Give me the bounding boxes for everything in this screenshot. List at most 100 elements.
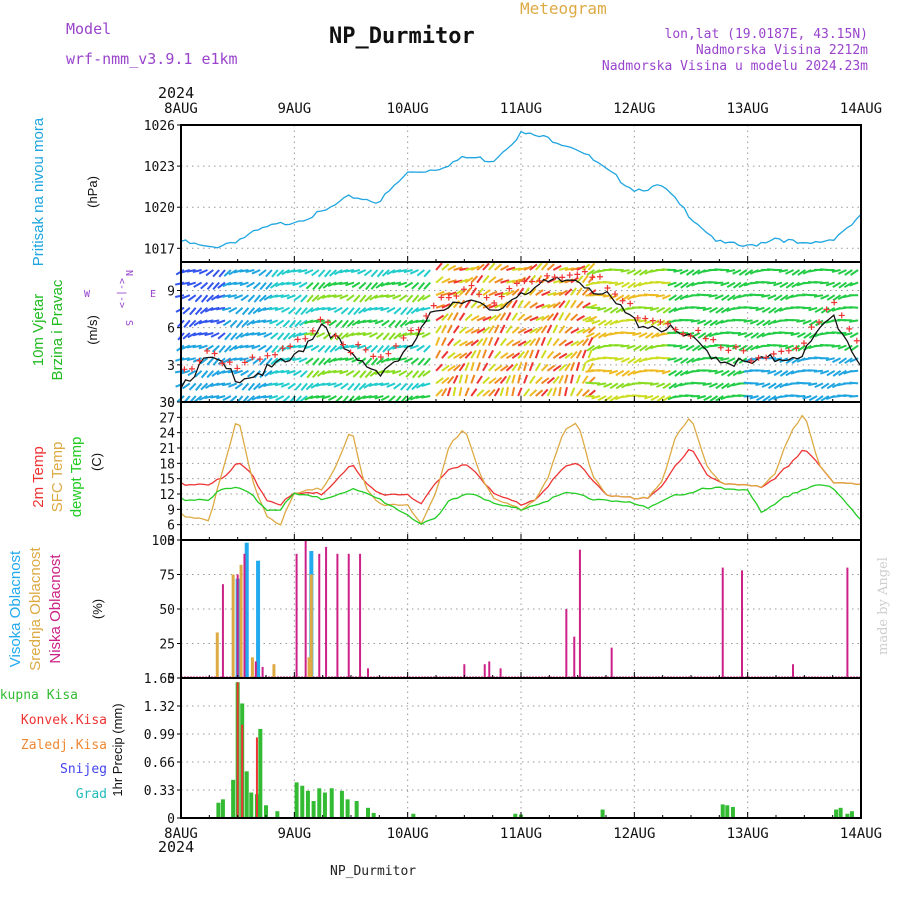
wind-barb bbox=[222, 319, 232, 327]
wind-barb bbox=[576, 339, 585, 347]
wind-barb bbox=[523, 328, 533, 334]
wind-barb bbox=[235, 332, 244, 340]
wind-barb bbox=[381, 269, 390, 277]
wind-barb bbox=[421, 382, 431, 387]
product-title: Meteogram bbox=[520, 0, 607, 18]
wind-gust-marker bbox=[808, 324, 815, 331]
precip-legend-frozen: Zaledj.Kisa bbox=[21, 738, 107, 753]
wind-barb bbox=[552, 352, 562, 360]
wind-barb bbox=[216, 395, 226, 400]
precip-total-bar bbox=[366, 807, 370, 818]
precip-legend-hail: Grad bbox=[76, 787, 107, 802]
wind-barb bbox=[306, 294, 314, 303]
x-tick-label-bottom: 9AUG bbox=[277, 826, 311, 842]
wind-barb bbox=[247, 370, 256, 378]
wind-gust-marker bbox=[680, 330, 687, 337]
wind-barb bbox=[540, 388, 549, 397]
wind-barb bbox=[470, 287, 478, 296]
wind-barb bbox=[333, 382, 343, 388]
wind-barb bbox=[470, 349, 477, 359]
wind-barb bbox=[452, 364, 461, 372]
wind-barb bbox=[292, 369, 302, 377]
wind-barb bbox=[632, 332, 642, 337]
wind-barb bbox=[849, 281, 859, 287]
wind-barb bbox=[552, 312, 559, 321]
wind-barb bbox=[697, 344, 707, 351]
wind-barb bbox=[656, 306, 666, 313]
wind-barb bbox=[376, 344, 385, 354]
wind-barb bbox=[529, 389, 538, 397]
wind-gust-marker bbox=[687, 332, 694, 339]
precip-total-bar bbox=[300, 785, 305, 818]
wind-barb bbox=[246, 281, 255, 288]
wind-gust-marker bbox=[566, 272, 573, 279]
wind-barb bbox=[411, 294, 420, 303]
wind-barb bbox=[362, 332, 372, 337]
wind-barb bbox=[482, 262, 490, 271]
precip-total-bar bbox=[339, 790, 344, 818]
wind-barb bbox=[286, 281, 296, 286]
wind-barb bbox=[614, 281, 624, 287]
wind-barb bbox=[552, 387, 557, 397]
wind-barb bbox=[541, 314, 550, 322]
wind-barb bbox=[404, 281, 414, 289]
cloud-low-bar bbox=[318, 553, 321, 678]
precip-total-bar bbox=[317, 788, 322, 818]
wind-barb bbox=[321, 395, 331, 400]
wind-barb bbox=[505, 339, 515, 347]
wind-barb bbox=[767, 369, 777, 375]
wind-barb bbox=[679, 294, 689, 301]
wind-barb bbox=[339, 369, 349, 375]
wind-barb bbox=[482, 315, 492, 322]
wind-barb bbox=[499, 364, 509, 372]
wind-barb bbox=[570, 313, 579, 322]
wind-barb bbox=[709, 306, 718, 313]
wind-barb bbox=[447, 279, 457, 284]
wind-barb bbox=[494, 277, 504, 284]
wind-barb bbox=[222, 281, 232, 288]
wind-barb bbox=[708, 294, 718, 298]
wind-gust-marker bbox=[816, 319, 823, 326]
wind-barb bbox=[586, 269, 595, 276]
wind-barb bbox=[587, 326, 596, 334]
wind-barb bbox=[815, 395, 824, 403]
y-tick-label: 12 bbox=[159, 488, 175, 503]
wind-barb bbox=[505, 352, 515, 360]
wind-gust-marker bbox=[619, 297, 626, 304]
wind-gust-marker bbox=[196, 357, 203, 364]
wind-gust-marker bbox=[362, 346, 369, 353]
wind-barb bbox=[820, 395, 830, 402]
wind-barb bbox=[661, 294, 671, 300]
wind-barb bbox=[470, 388, 478, 397]
wind-barb bbox=[385, 294, 396, 299]
wind-barb bbox=[732, 269, 742, 275]
wind-barb bbox=[416, 269, 425, 277]
wind-barb bbox=[339, 357, 349, 361]
wind-barb bbox=[421, 306, 431, 311]
wind-barb bbox=[321, 306, 331, 311]
wind-barb bbox=[720, 369, 730, 377]
wind-barb bbox=[499, 375, 508, 385]
wind-barb bbox=[767, 281, 777, 285]
wind-barb bbox=[186, 269, 196, 273]
wind-barb bbox=[552, 264, 562, 271]
wind-barb bbox=[398, 294, 408, 302]
wind-barb bbox=[587, 349, 593, 359]
x-tick-label-bottom: 14AUG bbox=[840, 826, 882, 842]
wind-barb bbox=[849, 319, 859, 323]
tick-labels: 8AUG 8AUG 9AUG 9AUG 10AUG 10AUG 11AUG 11AUG 12AU… bbox=[144, 101, 882, 842]
wind-barb bbox=[200, 294, 209, 303]
cloud-low-bar bbox=[499, 668, 502, 678]
wind-barb bbox=[298, 357, 308, 363]
wind-barb bbox=[633, 357, 642, 365]
wind-barb bbox=[564, 299, 571, 309]
cloud-low-bar bbox=[347, 553, 350, 678]
wind-barb bbox=[500, 279, 510, 284]
wind-gust-marker bbox=[551, 274, 558, 281]
wind-barb bbox=[324, 344, 332, 354]
wind-gust-marker bbox=[370, 353, 377, 360]
wind-barb bbox=[714, 294, 724, 300]
y-tick-label: 1023 bbox=[144, 160, 175, 175]
wind-gust-marker bbox=[264, 352, 271, 359]
wind-barb bbox=[186, 357, 196, 362]
